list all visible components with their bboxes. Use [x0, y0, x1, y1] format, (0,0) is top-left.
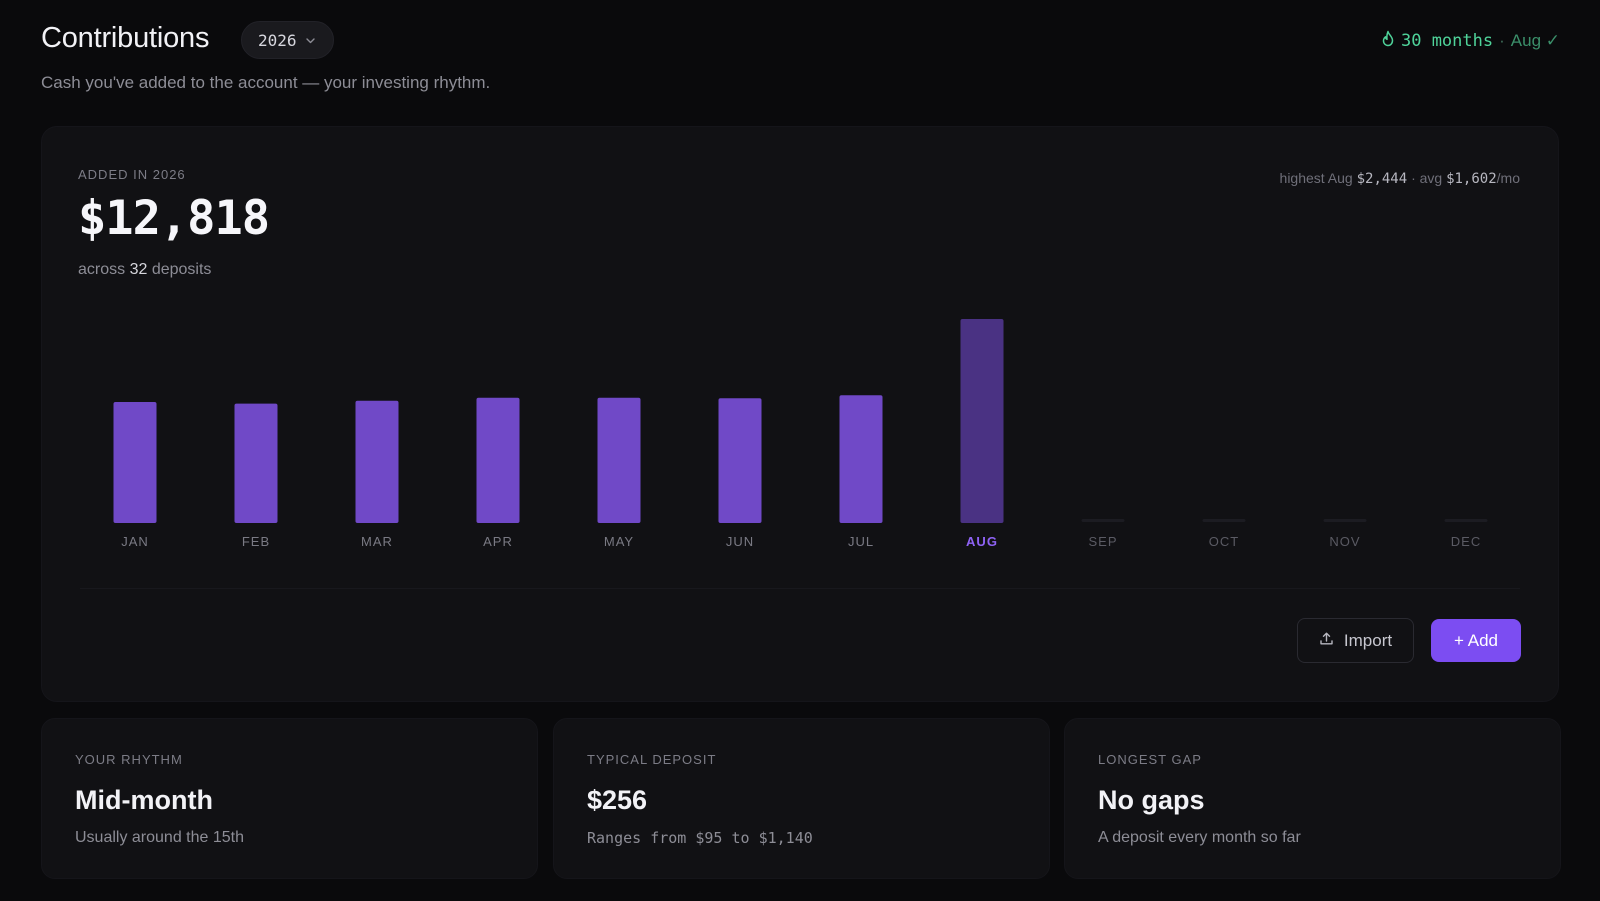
upload-icon: [1319, 631, 1334, 651]
bar-feb[interactable]: [234, 403, 278, 523]
card-value: No gaps: [1098, 785, 1205, 815]
month-label-sep: SEP: [1088, 534, 1117, 549]
deposits-label: deposits: [151, 261, 212, 278]
typical-deposit-card: TYPICAL DEPOSIT $256 Ranges from $95 to …: [553, 718, 1050, 879]
bar-aug[interactable]: [960, 319, 1004, 523]
bar-jun[interactable]: [718, 398, 762, 523]
month-label-may: MAY: [604, 534, 634, 549]
highest-label: highest Aug: [1279, 170, 1353, 186]
bar-apr[interactable]: [476, 397, 520, 523]
card-subtext: A deposit every month so far: [1098, 829, 1301, 846]
contributions-card: [41, 126, 1559, 702]
empty-bar-nov: [1323, 519, 1367, 522]
year-select-value: 2026: [258, 30, 297, 50]
month-label-dec: DEC: [1451, 534, 1481, 549]
card-label: LONGEST GAP: [1098, 752, 1202, 767]
month-label-jul: JUL: [848, 534, 874, 549]
card-label: TYPICAL DEPOSIT: [587, 752, 717, 767]
summary-total: $12,818: [78, 191, 270, 246]
bar-mar[interactable]: [355, 400, 399, 523]
page-subtitle: Cash you've added to the account — your …: [41, 73, 491, 92]
across-label: across: [78, 261, 126, 278]
streak-indicator: 30 months · Aug ✓: [1381, 30, 1560, 52]
chevron-down-icon: [305, 35, 316, 46]
avg-unit: /mo: [1496, 170, 1520, 186]
streak-months: 30 months: [1400, 31, 1494, 51]
streak-current-month: Aug ✓: [1510, 31, 1560, 50]
longest-gap-card: LONGEST GAP No gaps A deposit every mont…: [1064, 718, 1561, 879]
stats-line: highest Aug $2,444 · avg $1,602/mo: [1280, 170, 1520, 187]
month-label-mar: MAR: [361, 534, 393, 549]
month-label-jun: JUN: [726, 534, 754, 549]
empty-bar-dec: [1444, 519, 1488, 522]
page-title: Contributions: [41, 22, 210, 54]
month-label-nov: NOV: [1329, 534, 1360, 549]
rhythm-card: YOUR RHYTHM Mid-month Usually around the…: [41, 718, 538, 879]
flame-icon: [1381, 30, 1395, 52]
chart-svg: JAN FEB MAR APR MAY JUN JUL AUG SEP OCT NOV DEC: [113, 319, 1488, 549]
monthly-contributions-chart: JAN FEB MAR APR MAY JUN JUL AUG SEP OCT NOV DEC: [41, 126, 1559, 702]
deposit-count: 32: [129, 261, 148, 278]
empty-bar-sep: [1081, 519, 1125, 522]
month-label-feb: FEB: [242, 534, 270, 549]
import-button-label: Import: [1343, 630, 1393, 650]
month-label-apr: APR: [483, 534, 513, 549]
summary-eyebrow: ADDED IN 2026: [78, 167, 186, 182]
card-value: $256: [587, 785, 648, 815]
month-label-oct: OCT: [1209, 534, 1239, 549]
card-divider: [80, 588, 1520, 589]
card-subtext: Ranges from $95 to $1,140: [587, 829, 813, 847]
month-label-aug: AUG: [966, 534, 998, 549]
avg-label: · avg: [1411, 170, 1443, 186]
card-label: YOUR RHYTHM: [75, 752, 183, 767]
card-subtext: Usually around the 15th: [75, 829, 244, 846]
card-value: Mid-month: [75, 785, 213, 815]
import-button[interactable]: Import: [1297, 618, 1414, 663]
deposit-count-line: across 32 deposits: [78, 261, 211, 279]
bar-jul[interactable]: [839, 395, 883, 523]
streak-separator: ·: [1499, 31, 1505, 50]
highest-value: $2,444: [1356, 171, 1408, 187]
year-select[interactable]: 2026: [241, 21, 334, 59]
empty-bar-oct: [1202, 519, 1246, 522]
add-button[interactable]: + Add: [1431, 619, 1521, 662]
avg-value: $1,602: [1446, 171, 1497, 187]
month-label-jan: JAN: [121, 534, 149, 549]
bar-jan[interactable]: [113, 401, 157, 523]
bar-may[interactable]: [597, 397, 641, 523]
